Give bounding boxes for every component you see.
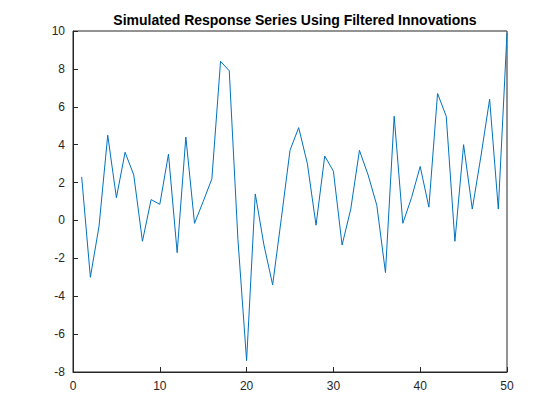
svg-text:-6: -6 [54,327,65,341]
svg-text:6: 6 [58,100,65,114]
svg-text:40: 40 [414,379,428,393]
svg-text:0: 0 [70,379,77,393]
svg-text:10: 10 [153,379,167,393]
svg-text:-4: -4 [54,289,65,303]
svg-text:-8: -8 [54,365,65,379]
svg-text:50: 50 [500,379,514,393]
svg-text:0: 0 [58,213,65,227]
svg-text:2: 2 [58,176,65,190]
svg-text:8: 8 [58,62,65,76]
svg-text:4: 4 [58,138,65,152]
svg-text:30: 30 [327,379,341,393]
svg-text:-2: -2 [54,251,65,265]
svg-text:10: 10 [52,24,66,38]
svg-text:20: 20 [240,379,254,393]
svg-text:Simulated Response Series Usin: Simulated Response Series Using Filtered… [113,12,477,28]
